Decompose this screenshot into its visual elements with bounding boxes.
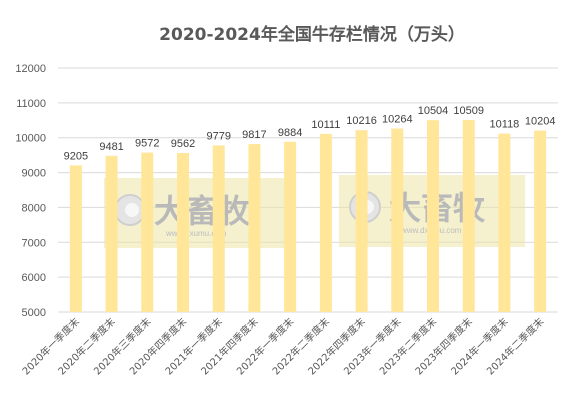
bar: [284, 141, 297, 312]
watermark-url: www.dxumu.com: [165, 229, 227, 238]
bar: [105, 155, 118, 312]
data-label: 9572: [135, 138, 159, 150]
chart-title: 2020-2024年全国牛存栏情况（万头）: [159, 24, 465, 45]
bar: [248, 144, 261, 312]
bar: [355, 130, 368, 312]
data-label: 9884: [278, 127, 302, 139]
data-label: 10504: [418, 105, 449, 117]
data-label: 9779: [206, 130, 230, 142]
data-label: 9562: [171, 138, 195, 150]
y-axis-ticks: 5000 6000 7000 8000 9000 10000 11000 12000: [15, 63, 46, 319]
y-tick-label: 12000: [15, 63, 46, 75]
data-label: 10118: [490, 119, 520, 131]
bar: [534, 130, 547, 312]
bar: [462, 119, 475, 312]
bar: [427, 120, 439, 312]
data-label: 10216: [346, 115, 377, 127]
data-labels: 9205 9481 9572 9562 9779 9817 9884 10111 10216 10…: [64, 105, 556, 162]
y-tick-label: 8000: [22, 202, 46, 214]
y-tick-label: 10000: [15, 133, 46, 145]
bars: [69, 119, 547, 312]
bar: [319, 133, 332, 312]
bar: [212, 145, 225, 312]
brand-logo-inner: [125, 203, 139, 217]
data-label: 10204: [525, 116, 556, 128]
x-tick-label: 2024年二季度末: [484, 315, 547, 378]
data-label: 10509: [453, 105, 484, 117]
data-label: 10111: [311, 119, 340, 131]
bar: [177, 152, 189, 312]
x-axis-ticks: 2020年一季度末2020年二季度末2020年三季度末2020年四季度末2021…: [19, 315, 546, 378]
bar: [69, 165, 82, 312]
bar: [141, 152, 154, 312]
y-tick-label: 6000: [22, 272, 46, 284]
data-label: 10264: [382, 114, 413, 126]
data-label: 9817: [242, 129, 266, 141]
data-label: 9205: [64, 150, 88, 162]
watermark-brand: 大畜牧: [154, 192, 251, 230]
y-tick-label: 11000: [16, 98, 46, 110]
y-tick-label: 7000: [22, 237, 46, 249]
y-tick-label: 9000: [22, 168, 46, 180]
bar: [498, 133, 511, 312]
y-tick-label: 5000: [22, 307, 46, 319]
data-label: 9481: [99, 141, 123, 153]
bar: [391, 128, 404, 312]
